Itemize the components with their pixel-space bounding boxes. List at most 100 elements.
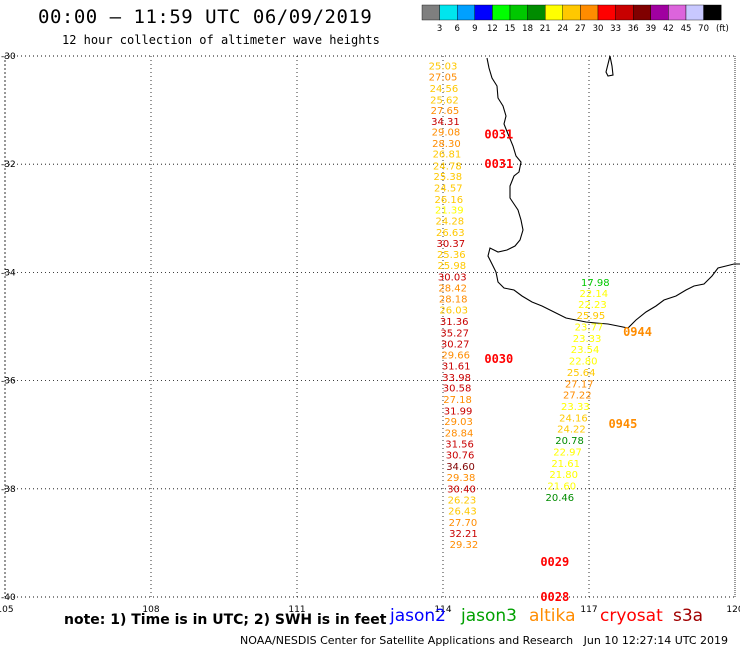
wave-height-value: 25.95 bbox=[577, 311, 606, 322]
pass-time-label: 0944 bbox=[623, 325, 652, 339]
wave-height-value: 27.70 bbox=[449, 518, 478, 529]
legend-label: 27 bbox=[575, 24, 586, 34]
grid-lines bbox=[4, 55, 736, 598]
legend-label: 12 bbox=[487, 24, 498, 34]
wave-height-value: 25.36 bbox=[437, 250, 466, 261]
wave-height-value: 23.33 bbox=[573, 334, 602, 345]
wave-height-value: 24.22 bbox=[557, 425, 586, 436]
wave-height-value: 30.27 bbox=[441, 339, 470, 350]
satellite-label-cryosat: cryosat bbox=[600, 606, 663, 626]
legend-label: 6 bbox=[454, 24, 459, 34]
lat-tick-label: -30 bbox=[1, 52, 16, 62]
wave-height-value: 30.40 bbox=[447, 484, 476, 495]
wave-height-value: 31.36 bbox=[440, 317, 469, 328]
legend-label: 9 bbox=[472, 24, 477, 34]
wave-height-value: 27.05 bbox=[429, 73, 458, 84]
lon-tick-label: 108 bbox=[142, 605, 159, 615]
wave-height-value: 17.98 bbox=[581, 278, 610, 289]
coastline bbox=[486, 55, 740, 329]
wave-height-value: 30.58 bbox=[443, 384, 472, 395]
wave-height-value: 31.56 bbox=[445, 439, 474, 450]
satellite-label-s3a: s3a bbox=[673, 606, 704, 626]
footer-credit: NOAA/NESDIS Center for Satellite Applica… bbox=[240, 634, 728, 647]
footer-note: note: 1) Time is in UTC; 2) SWH is in fe… bbox=[64, 612, 387, 628]
wave-height-value: 27.65 bbox=[431, 106, 460, 117]
wave-height-value: 30.03 bbox=[438, 273, 467, 284]
pass-time-label: 0029 bbox=[540, 555, 569, 569]
wave-height-points: 25.0327.0524.5625.6227.6534.3129.0828.30… bbox=[429, 62, 610, 551]
wave-height-value: 25.62 bbox=[430, 95, 459, 106]
wave-height-value: 29.32 bbox=[450, 540, 479, 551]
wave-height-value: 31.99 bbox=[444, 406, 473, 417]
wave-height-value: 28.42 bbox=[438, 284, 467, 295]
legend-unit: (ft) bbox=[716, 24, 729, 34]
wave-height-value: 34.60 bbox=[446, 462, 475, 473]
legend-label: 21 bbox=[540, 24, 551, 34]
wave-height-value: 21.60 bbox=[547, 482, 576, 493]
legend-label: 70 bbox=[698, 24, 709, 34]
lon-tick-label: 117 bbox=[580, 605, 597, 615]
lon-tick-label: 120 bbox=[726, 605, 740, 615]
pass-time-label: 0028 bbox=[540, 590, 569, 604]
wave-height-value: 26.03 bbox=[439, 306, 468, 317]
lon-tick-label: 105 bbox=[0, 605, 14, 615]
wave-height-value: 25.64 bbox=[567, 368, 596, 379]
wave-height-value: 29.08 bbox=[432, 128, 461, 139]
wave-height-value: 22.97 bbox=[553, 447, 582, 458]
wave-height-value: 33.98 bbox=[442, 373, 471, 384]
wave-height-value: 27.22 bbox=[563, 391, 592, 402]
coastline-path-main bbox=[486, 57, 740, 329]
wave-height-value: 20.46 bbox=[545, 493, 574, 504]
lat-tick-label: -32 bbox=[1, 160, 16, 170]
pass-time-labels: 0031 0031 0030 0029 0028 0944 0945 bbox=[484, 127, 652, 604]
wave-height-value: 29.66 bbox=[441, 351, 470, 362]
wave-height-value: 22.14 bbox=[580, 289, 609, 300]
wave-height-value: 21.61 bbox=[551, 459, 580, 470]
lon-tick-label: 111 bbox=[288, 605, 305, 615]
wave-height-value: 32.21 bbox=[449, 529, 478, 540]
wave-height-value: 24.56 bbox=[430, 84, 459, 95]
wave-height-value: 21.39 bbox=[435, 206, 464, 217]
wave-height-value: 28.18 bbox=[439, 294, 468, 305]
wave-height-value: 24.16 bbox=[559, 413, 588, 424]
wave-height-value: 35.27 bbox=[440, 328, 469, 339]
satellite-label-jason3: jason3 bbox=[461, 606, 517, 626]
wave-height-value: 23.54 bbox=[571, 345, 600, 356]
lat-tick-label: -40 bbox=[1, 593, 16, 603]
wave-height-value: 22.80 bbox=[569, 357, 598, 368]
wave-height-value: 25.38 bbox=[434, 172, 463, 183]
chart-subtitle: 12 hour collection of altimeter wave hei… bbox=[62, 33, 380, 47]
legend-label: 3 bbox=[437, 24, 442, 34]
wave-height-value: 30.76 bbox=[446, 451, 475, 462]
wave-height-value: 28.30 bbox=[432, 139, 461, 150]
coastline-path-island bbox=[605, 55, 614, 77]
pass-time-label: 0031 bbox=[484, 157, 513, 171]
legend-label: 30 bbox=[593, 24, 604, 34]
wave-height-value: 20.78 bbox=[555, 436, 584, 447]
wave-height-value: 24.78 bbox=[433, 161, 462, 172]
legend-label: 33 bbox=[610, 24, 621, 34]
lat-tick-label: -36 bbox=[1, 377, 16, 387]
wave-height-value: 26.16 bbox=[435, 195, 464, 206]
legend-swatch bbox=[703, 4, 722, 21]
satellite-label-jason2: jason2 bbox=[390, 606, 446, 626]
wave-height-value: 29.03 bbox=[444, 417, 473, 428]
wave-height-value: 28.84 bbox=[445, 429, 474, 440]
wave-height-value: 26.23 bbox=[448, 496, 477, 507]
legend-label: 15 bbox=[505, 24, 516, 34]
color-legend: 3 6 9 12 15 18 21 24 27 30 33 36 39 42 45 70 (ft) bbox=[421, 4, 729, 34]
legend-label: 39 bbox=[645, 24, 656, 34]
wave-height-value: 23.33 bbox=[561, 402, 590, 413]
wave-height-value: 27.18 bbox=[443, 395, 472, 406]
wave-height-value: 26.63 bbox=[436, 228, 465, 239]
wave-height-value: 21.80 bbox=[549, 470, 578, 481]
pass-time-label: 0945 bbox=[608, 417, 637, 431]
legend-label: 18 bbox=[522, 24, 533, 34]
wave-height-value: 23.77 bbox=[575, 323, 604, 334]
chart-title: 00:00 – 11:59 UTC 06/09/2019 bbox=[38, 6, 373, 28]
wave-height-value: 26.81 bbox=[433, 149, 462, 160]
wave-height-value: 27.17 bbox=[565, 379, 594, 390]
legend-label: 36 bbox=[628, 24, 639, 34]
satellite-label-altika: altika bbox=[529, 606, 576, 626]
wave-height-value: 31.61 bbox=[442, 361, 471, 372]
